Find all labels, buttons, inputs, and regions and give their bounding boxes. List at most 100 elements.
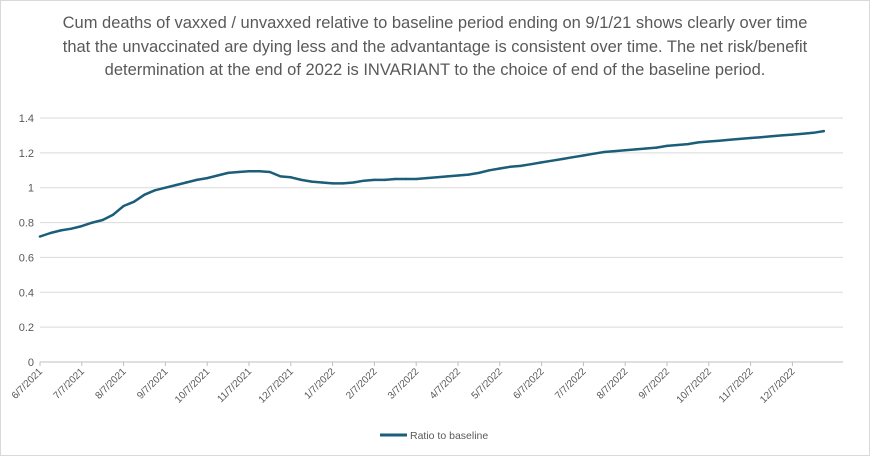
data-point bbox=[373, 178, 376, 182]
data-point bbox=[331, 182, 334, 185]
y-tick-label: 0.4 bbox=[19, 287, 34, 299]
data-point bbox=[258, 169, 261, 173]
data-point bbox=[226, 171, 230, 175]
data-point bbox=[822, 129, 825, 133]
data-point bbox=[111, 213, 115, 216]
data-point bbox=[70, 227, 73, 230]
data-point bbox=[153, 189, 157, 192]
data-point bbox=[446, 175, 449, 178]
y-tick-label: 0.6 bbox=[19, 252, 34, 264]
data-point bbox=[644, 147, 648, 150]
data-point bbox=[780, 134, 784, 137]
data-point bbox=[383, 178, 387, 182]
data-point bbox=[582, 154, 585, 157]
x-tick-label: 10/7/2021 bbox=[173, 366, 213, 406]
y-tick-label: 0.8 bbox=[19, 218, 34, 230]
data-point bbox=[404, 177, 407, 181]
data-point bbox=[38, 235, 42, 238]
data-point bbox=[467, 173, 470, 176]
y-axis-ticks: 0 0.2 0.4 0.6 0.8 1 1.2 1.4 bbox=[19, 113, 34, 369]
data-point bbox=[300, 178, 303, 182]
data-point bbox=[540, 161, 543, 164]
data-point bbox=[279, 175, 282, 178]
legend: Ratio to baseline bbox=[380, 430, 488, 442]
data-point bbox=[320, 181, 324, 184]
data-point bbox=[206, 176, 209, 180]
data-point bbox=[665, 144, 669, 148]
data-point bbox=[519, 164, 522, 168]
data-point bbox=[603, 150, 606, 154]
x-tick-label: 8/7/2021 bbox=[93, 366, 129, 402]
data-point bbox=[195, 178, 198, 182]
series-group bbox=[38, 129, 826, 238]
x-tick-label: 7/7/2022 bbox=[553, 366, 589, 402]
data-point bbox=[728, 138, 731, 141]
x-axis-ticks: 6/7/2021 7/7/2021 8/7/2021 9/7/2021 10/7/202… bbox=[10, 362, 798, 406]
x-tick-label: 8/7/2022 bbox=[595, 366, 631, 402]
legend-label: Ratio to baseline bbox=[410, 430, 488, 442]
x-tick-label: 6/7/2021 bbox=[10, 366, 46, 402]
y-tick-label: 1.4 bbox=[19, 113, 34, 125]
data-point bbox=[425, 176, 428, 180]
data-point bbox=[613, 149, 616, 153]
x-tick-label: 1/7/2022 bbox=[302, 366, 338, 402]
data-point bbox=[801, 132, 805, 135]
data-point bbox=[91, 221, 94, 224]
data-point bbox=[770, 135, 773, 138]
data-point bbox=[707, 140, 710, 143]
y-tick-label: 1.2 bbox=[19, 148, 34, 160]
data-point bbox=[738, 137, 742, 141]
data-point bbox=[749, 136, 752, 140]
data-point bbox=[812, 131, 815, 135]
data-point bbox=[759, 135, 763, 139]
data-point bbox=[174, 183, 178, 187]
data-point bbox=[498, 167, 501, 170]
data-point bbox=[247, 169, 251, 173]
data-point bbox=[49, 231, 52, 235]
data-point bbox=[101, 218, 104, 222]
data-point bbox=[237, 170, 240, 174]
data-point bbox=[216, 174, 219, 177]
data-point bbox=[132, 200, 136, 203]
x-tick-label: 4/7/2022 bbox=[428, 366, 464, 402]
data-point bbox=[676, 143, 679, 147]
series-line bbox=[38, 129, 826, 238]
data-point bbox=[122, 204, 125, 208]
x-tick-label: 9/7/2021 bbox=[135, 366, 171, 402]
x-tick-label: 2/7/2022 bbox=[344, 366, 380, 402]
data-point bbox=[697, 141, 700, 144]
chart-title: Cum deaths of vaxxed / unvaxxed relative… bbox=[62, 14, 808, 79]
x-tick-label: 6/7/2022 bbox=[511, 366, 547, 402]
x-tick-label: 7/7/2021 bbox=[52, 366, 88, 402]
x-tick-label: 9/7/2022 bbox=[637, 366, 673, 402]
data-point bbox=[143, 193, 146, 196]
data-point bbox=[509, 165, 512, 168]
data-point bbox=[624, 149, 627, 152]
data-point bbox=[362, 179, 366, 182]
y-tick-label: 1 bbox=[28, 183, 34, 195]
data-point bbox=[634, 148, 637, 151]
y-tick-label: 0.2 bbox=[19, 322, 34, 334]
data-point bbox=[561, 157, 564, 161]
x-tick-label: 10/7/2022 bbox=[675, 366, 715, 406]
data-point bbox=[352, 181, 355, 184]
data-point bbox=[59, 229, 63, 232]
data-point bbox=[488, 169, 491, 172]
x-tick-label: 11/7/2021 bbox=[215, 366, 254, 405]
data-point bbox=[80, 224, 84, 228]
data-point bbox=[655, 146, 658, 149]
x-tick-label: 12/7/2022 bbox=[758, 366, 798, 406]
data-point bbox=[435, 176, 439, 179]
data-point bbox=[289, 176, 292, 179]
data-point bbox=[394, 177, 397, 181]
data-point bbox=[268, 170, 272, 174]
x-tick-label: 11/7/2022 bbox=[717, 366, 756, 405]
data-point bbox=[477, 171, 481, 175]
data-point bbox=[791, 133, 794, 136]
data-point bbox=[718, 139, 721, 142]
data-point bbox=[415, 177, 418, 181]
data-point bbox=[686, 142, 690, 146]
x-tick-label: 5/7/2022 bbox=[470, 366, 506, 402]
